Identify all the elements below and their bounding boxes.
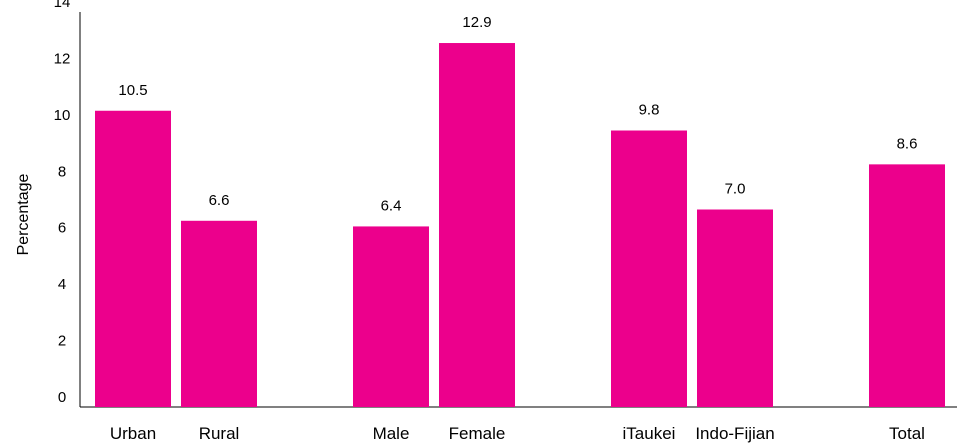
y-tick-label: 0 [58,389,66,406]
bar-indo-fijian [697,209,773,407]
category-label: Total [889,424,925,443]
value-label: 12.9 [462,14,491,31]
category-label: Male [373,424,410,443]
y-tick-label: 14 [54,0,71,11]
y-tick-labels: 0 2 4 6 8 10 12 14 [54,0,71,406]
value-label: 8.6 [897,135,918,152]
bars-group [95,43,945,408]
category-label: Rural [199,424,240,443]
category-labels-group: Urban Rural Male Female iTaukei Indo-Fijian To… [110,424,925,443]
y-axis: 0 2 4 6 8 10 12 14 [54,0,81,407]
bar-male [353,226,429,407]
category-label: Indo-Fijian [695,424,774,443]
y-tick-label: 2 [58,333,66,350]
value-label: 6.6 [209,192,230,209]
y-axis-title: Percentage [15,173,32,255]
category-label: iTaukei [623,424,676,443]
value-label: 6.4 [381,197,402,214]
bar-rural [181,220,257,407]
y-tick-label: 12 [54,50,71,67]
bar-itaukei [611,130,687,407]
value-labels-group: 10.5 6.6 6.4 12.9 9.8 7.0 8.6 [118,14,917,214]
bar-urban [95,110,171,407]
bar-total [869,164,945,407]
y-tick-label: 8 [58,163,66,180]
y-tick-label: 6 [58,220,66,237]
y-tick-label: 4 [58,276,66,293]
value-label: 10.5 [118,82,147,99]
bar-female [439,43,515,408]
category-label: Urban [110,424,156,443]
value-label: 9.8 [639,102,660,119]
value-label: 7.0 [725,181,746,198]
category-label: Female [449,424,506,443]
y-tick-label: 10 [54,107,71,124]
